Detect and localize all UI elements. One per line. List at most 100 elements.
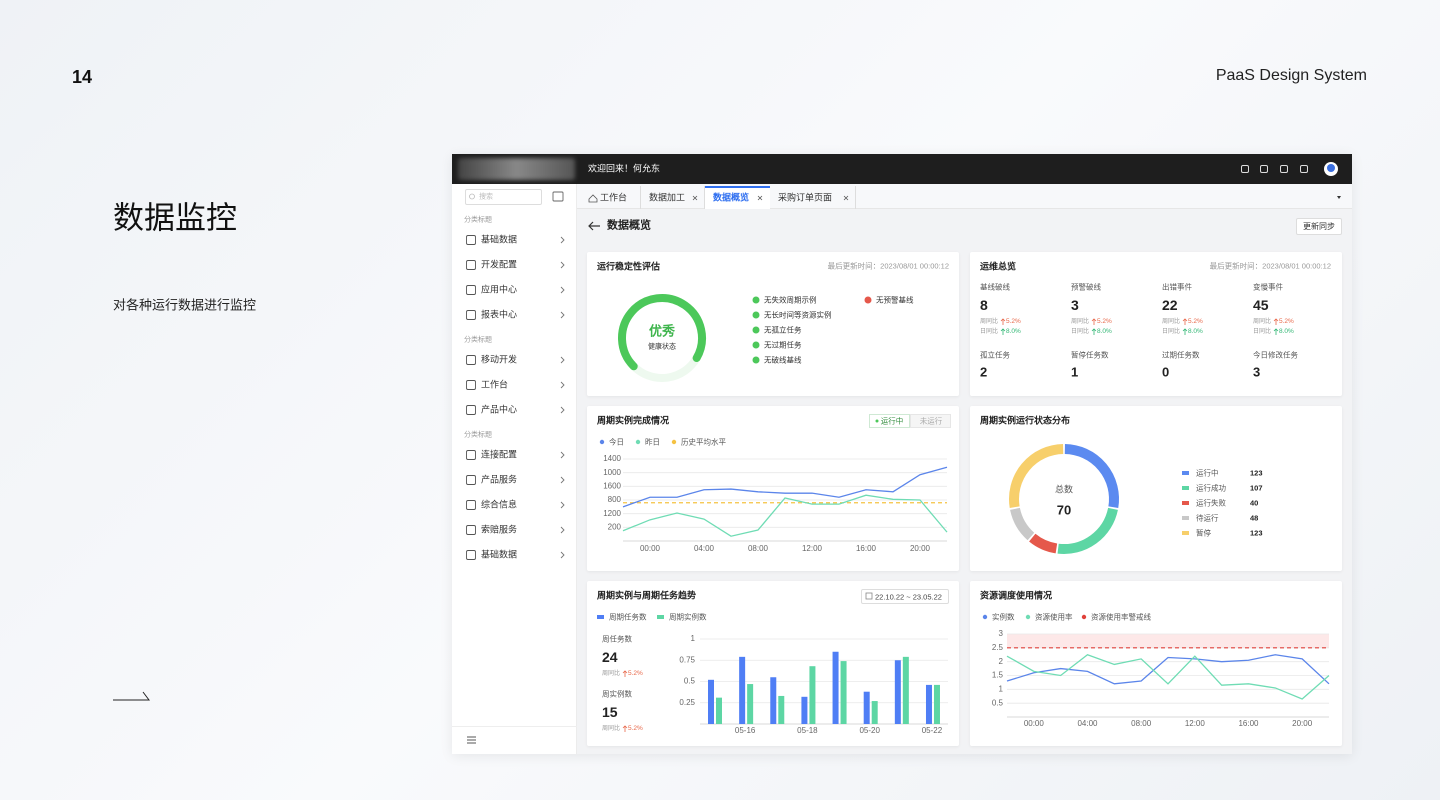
- slide-subtitle: 对各种运行数据进行监控: [113, 297, 257, 313]
- menu-label: 报表中心: [481, 309, 518, 320]
- sidebar: [452, 184, 577, 754]
- legend-label: 暂停: [1196, 528, 1211, 538]
- week-change: 5.2%: [628, 724, 643, 732]
- count-label: 暂停任务数: [1071, 350, 1109, 360]
- divider: [452, 726, 577, 727]
- stat-label: 基线破线: [980, 282, 1010, 292]
- tab-label[interactable]: 采购订单页面: [778, 192, 833, 203]
- group-label: 分类标题: [464, 336, 492, 344]
- change-label: 日同比: [980, 329, 999, 335]
- legend-label: 周期实例数: [669, 612, 707, 622]
- change-label: 日同比: [1071, 329, 1090, 335]
- toggle-option[interactable]: [869, 414, 910, 428]
- card-title: 周期实例与周期任务趋势: [597, 590, 697, 601]
- toggle-label[interactable]: 未运行: [919, 416, 943, 426]
- stat-label: 变慢事件: [1253, 282, 1283, 292]
- change-label: 周同比: [980, 319, 999, 325]
- change-label: 周同比: [1162, 319, 1181, 325]
- menu-label: 连接配置: [481, 449, 518, 460]
- legend-value: 107: [1250, 483, 1263, 493]
- legend-label: 资源使用率警戒线: [1091, 612, 1151, 622]
- toggle-option[interactable]: [910, 414, 951, 428]
- week-change: 5.2%: [1279, 317, 1294, 325]
- change-label: 日同比: [1253, 329, 1272, 335]
- updated-time: 最后更新时间：2023/08/01 00:00:12: [827, 261, 949, 271]
- legend-label: 待运行: [1196, 513, 1219, 523]
- pass-item: 无长时间等资源实例: [764, 310, 832, 320]
- summary-label: 周任务数: [602, 634, 632, 644]
- tab[interactable]: [770, 186, 856, 209]
- card: [970, 581, 1342, 746]
- date-range[interactable]: [861, 589, 949, 604]
- top-bar: [452, 154, 1352, 184]
- sync-button-label[interactable]: 更新同步: [1303, 221, 1335, 231]
- stat-label: 出错事件: [1162, 282, 1192, 292]
- legend-label: 资源使用率: [1035, 612, 1073, 622]
- updated-time: 最后更新时间：2023/08/01 00:00:12: [1209, 261, 1331, 271]
- day-change: 8.0%: [1006, 327, 1021, 335]
- card: [970, 252, 1342, 396]
- group-label: 分类标题: [464, 216, 492, 224]
- tab[interactable]: [641, 186, 705, 209]
- donut-caption: 总数: [1054, 484, 1074, 495]
- legend-value: 123: [1250, 528, 1263, 538]
- slide-title: 数据监控: [113, 200, 237, 236]
- menu-label: 产品中心: [481, 404, 518, 415]
- slide-number: 14: [72, 67, 93, 87]
- date-range-label[interactable]: 22.10.22 ~ 23.05.22: [875, 591, 942, 601]
- card-title: 周期实例完成情况: [597, 415, 670, 426]
- card: [970, 406, 1342, 571]
- day-change: 8.0%: [1279, 327, 1294, 335]
- change-label: 周同比: [602, 726, 621, 732]
- menu-label: 综合信息: [481, 499, 518, 510]
- week-change: 5.2%: [628, 669, 643, 677]
- warn-item: 无预警基线: [876, 295, 914, 305]
- sync-button[interactable]: [1296, 218, 1342, 235]
- donut-total: 70: [1056, 502, 1072, 518]
- count-value: 2: [980, 364, 988, 380]
- stat-label: 预警破线: [1071, 282, 1101, 292]
- card: [587, 252, 959, 396]
- welcome: 欢迎回来！何允东: [588, 163, 661, 174]
- group-label: 分类标题: [464, 431, 492, 439]
- grade: 优秀: [648, 323, 676, 339]
- card-title: 运行稳定性评估: [597, 261, 661, 272]
- grade-caption: 健康状态: [648, 343, 676, 351]
- card: [587, 406, 959, 571]
- tab[interactable]: [705, 186, 770, 209]
- legend-label: 周期任务数: [609, 612, 647, 622]
- count-value: 1: [1071, 364, 1079, 380]
- tab[interactable]: [583, 186, 641, 209]
- card-title: 资源调度使用情况: [980, 590, 1053, 601]
- change-label: 日同比: [1162, 329, 1181, 335]
- stat-value: 8: [980, 297, 988, 313]
- change-label: 周同比: [1071, 319, 1090, 325]
- menu-label: 基础数据: [481, 234, 518, 245]
- pass-item: 无失效周期示例: [764, 295, 817, 305]
- legend-value: 123: [1250, 468, 1263, 478]
- legend-label: 昨日: [645, 437, 660, 447]
- week-change: 5.2%: [1097, 317, 1112, 325]
- count-label: 孤立任务: [980, 350, 1010, 360]
- menu-item[interactable]: [455, 375, 573, 395]
- week-change: 5.2%: [1188, 317, 1203, 325]
- toggle-label[interactable]: 运行中: [880, 416, 904, 426]
- tab-label[interactable]: 数据加工: [649, 192, 686, 203]
- day-change: 8.0%: [1097, 327, 1112, 335]
- card-title: 运维总览: [980, 261, 1017, 272]
- tab-label[interactable]: 数据概览: [713, 192, 750, 203]
- search-placeholder: 搜索: [479, 193, 493, 201]
- deco-line: [113, 691, 150, 701]
- brand: PaaS Design System: [1215, 67, 1367, 84]
- stat-value: 45: [1253, 297, 1269, 313]
- day-change: 8.0%: [1188, 327, 1203, 335]
- stat-value: 22: [1162, 297, 1178, 313]
- tab-label[interactable]: 工作台: [600, 192, 628, 203]
- search-box[interactable]: [465, 189, 542, 205]
- menu-label: 工作台: [481, 379, 509, 390]
- legend-label: 运行失败: [1196, 498, 1226, 508]
- card-title: 周期实例运行状态分布: [980, 415, 1071, 426]
- count-label: 今日修改任务: [1253, 350, 1298, 360]
- pass-item: 无过期任务: [764, 340, 802, 350]
